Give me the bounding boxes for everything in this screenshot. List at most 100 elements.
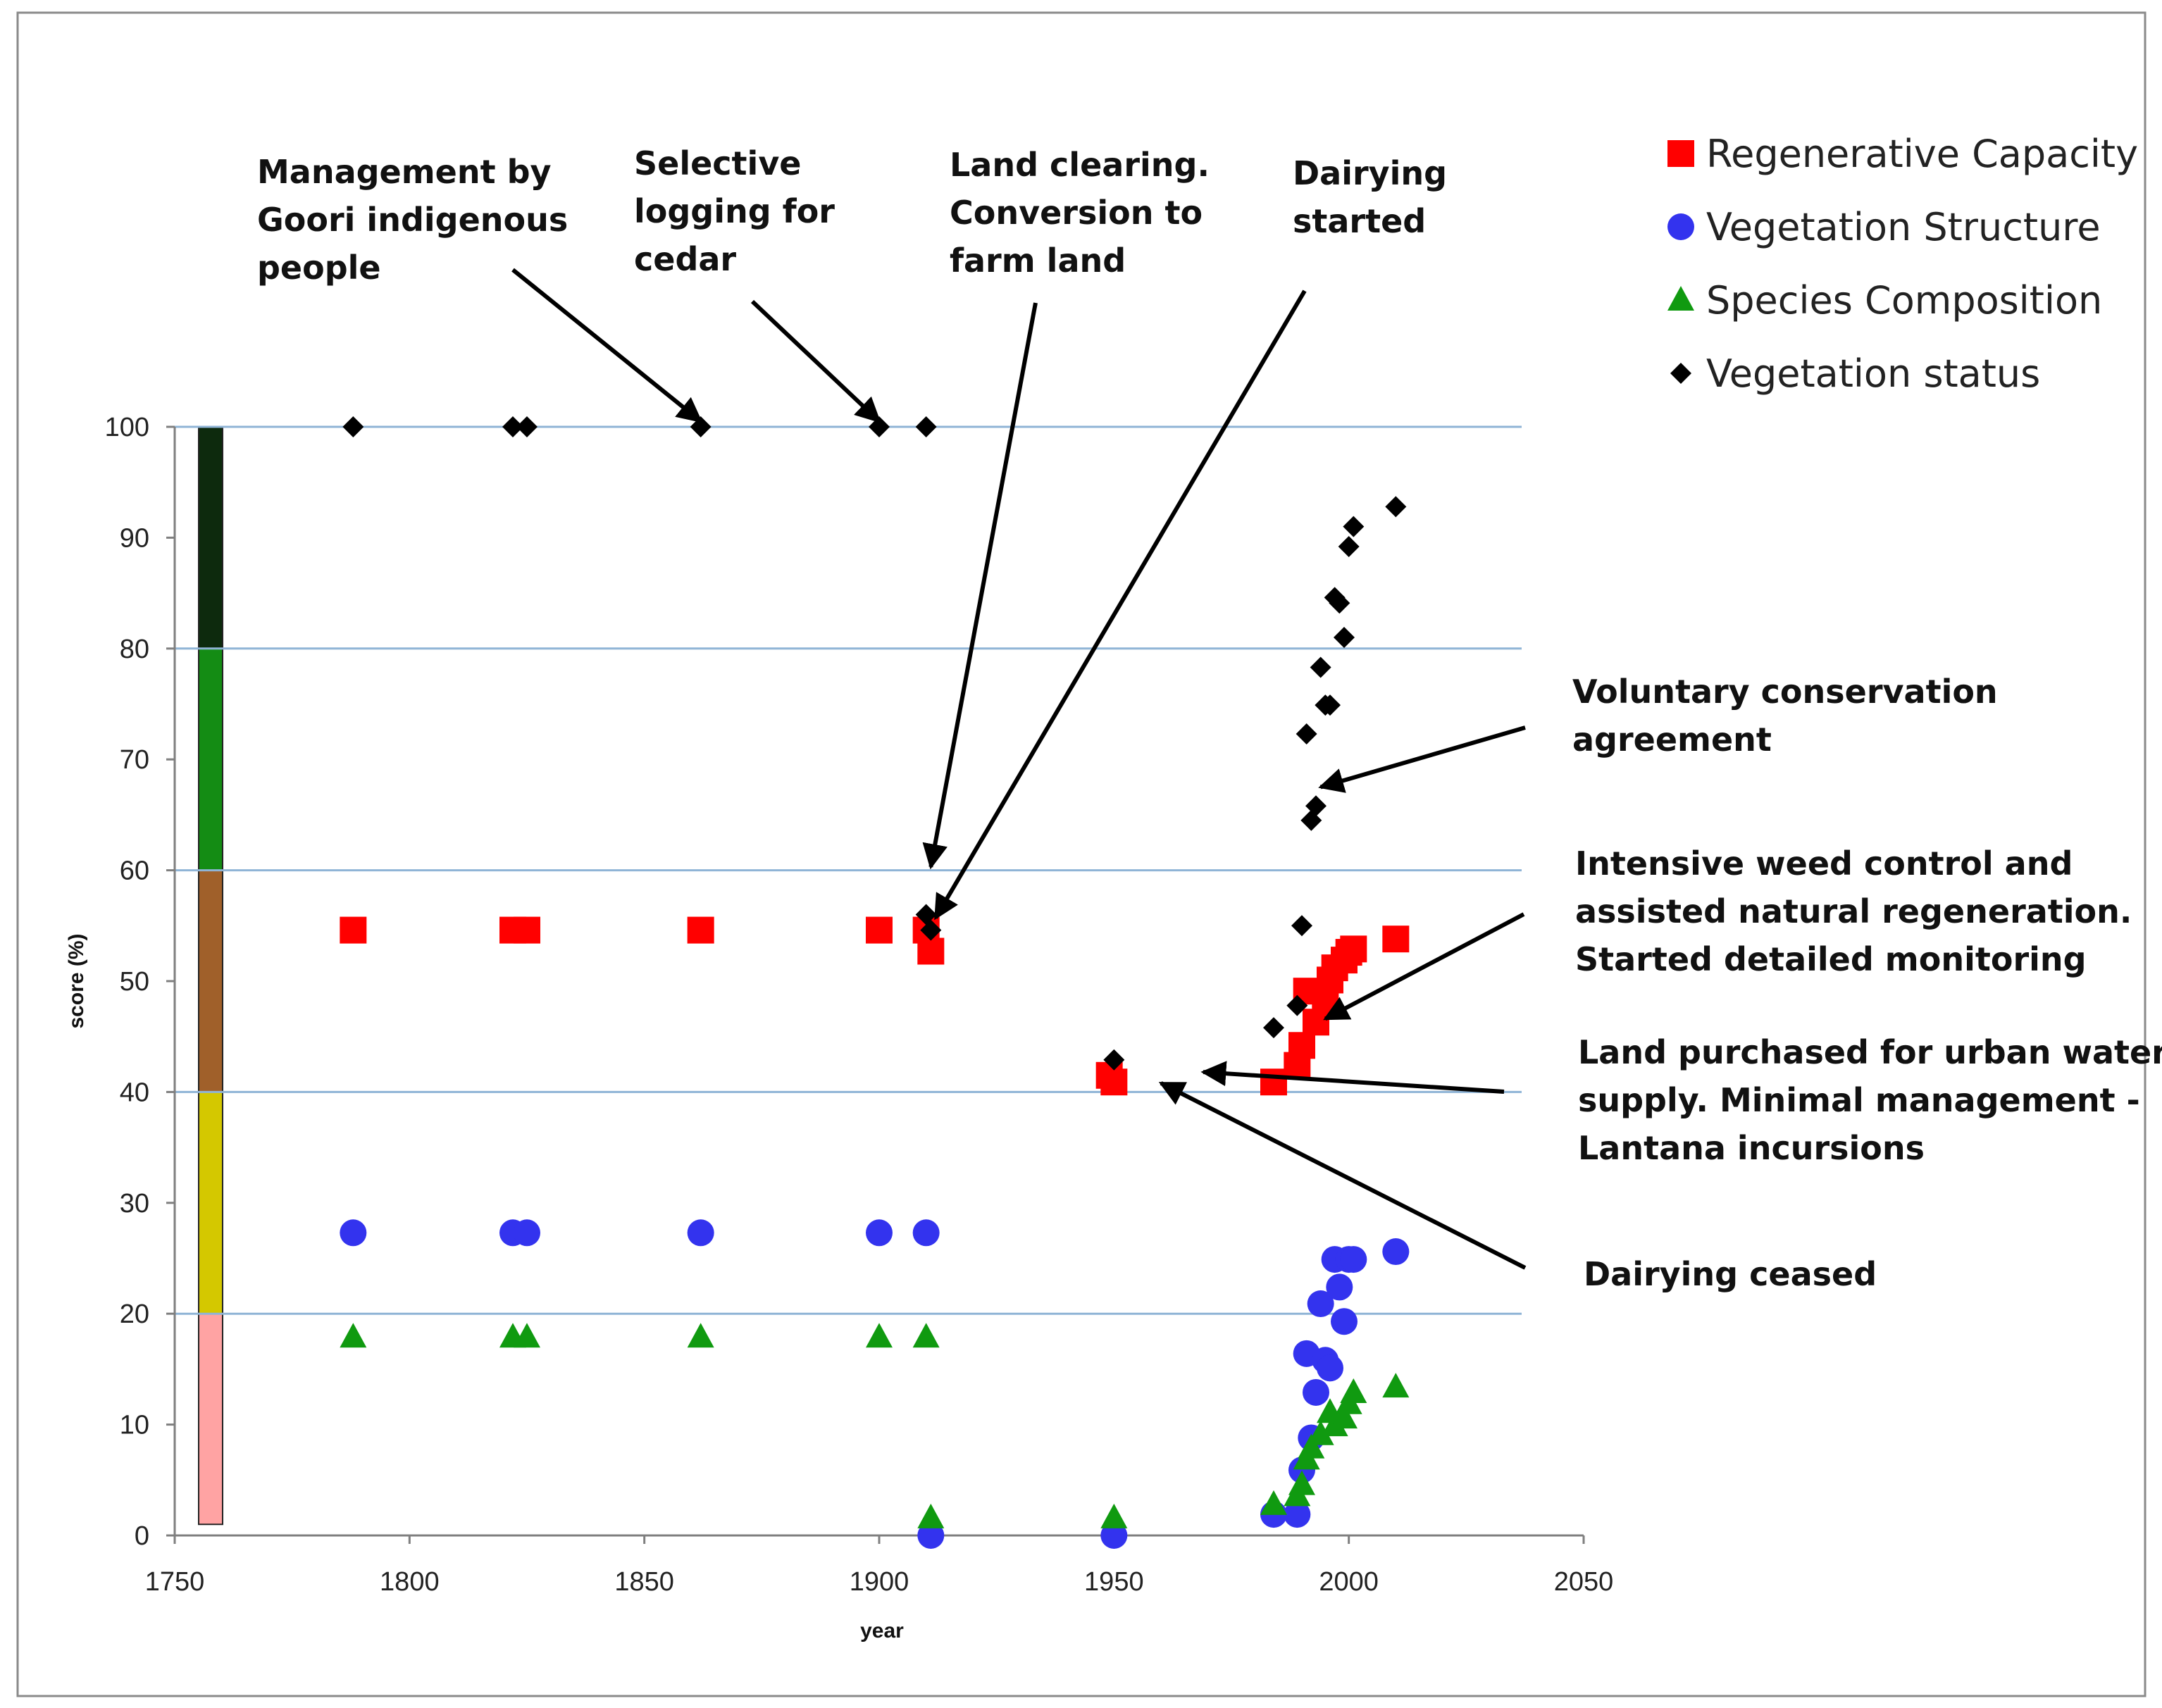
x-tick-label: 2000 (1319, 1567, 1379, 1597)
species-composition-point (912, 1323, 940, 1348)
x-tick-label: 2050 (1554, 1567, 1614, 1597)
annotation-arrow (1200, 1061, 1505, 1094)
annotation-line: assisted natural regeneration. (1575, 892, 2132, 930)
annotation-text: Land clearing. Conversion to farm land (950, 146, 1210, 280)
annotation-line: Started detailed monitoring (1575, 940, 2087, 978)
annotation-line: Lantana incursions (1578, 1129, 1925, 1167)
annotation-text: Land purchased for urban water supply. Mi… (1578, 1033, 2162, 1167)
vegetation-status-point (342, 416, 364, 437)
vegetation-status-point (915, 416, 937, 437)
vegetation-structure-point (866, 1219, 893, 1247)
annotation-1: Selective logging for cedar (634, 144, 881, 423)
y-tick-label: 70 (120, 745, 149, 775)
annotation-arrow (1318, 725, 1526, 793)
y-tick-label: 40 (120, 1078, 149, 1107)
x-tick-labels: 1750 1800 1850 1900 1950 2000 2050 (145, 1535, 1614, 1597)
vegetation-structure-point (917, 1522, 945, 1549)
regenerative-capacity-point (1288, 1032, 1315, 1059)
annotation-text: Voluntary conservation agreement (1572, 673, 1998, 759)
condition-band-2 (198, 869, 223, 1093)
annotation-line: started (1293, 202, 1426, 240)
annotation-0: Management by Goori indigenous people (257, 153, 703, 423)
vegetation-status-point (920, 919, 942, 941)
annotation-text: Dairying ceased (1584, 1255, 1877, 1293)
annotation-5: Intensive weed control and assisted natur… (1323, 844, 2132, 1021)
annotation-line: people (257, 249, 381, 287)
annotation-line: farm land (950, 242, 1126, 280)
vegetation-structure-point (1317, 1354, 1343, 1382)
x-axis-title: year (860, 1619, 904, 1642)
annotation-line: supply. Minimal management - (1578, 1081, 2140, 1119)
y-tick-label: 10 (120, 1411, 149, 1440)
series-species-composition (340, 1323, 1410, 1528)
vegetation-status-point (1338, 535, 1360, 557)
species-composition-point (866, 1323, 893, 1348)
annotation-line: Conversion to (950, 194, 1203, 232)
vegetation-status-point (1103, 1049, 1125, 1071)
regenerative-capacity-point (1382, 925, 1410, 953)
condition-band-3 (198, 647, 223, 871)
regenerative-capacity-point (1260, 1068, 1287, 1096)
annotation-line: agreement (1572, 721, 1772, 759)
annotation-line: Goori indigenous (257, 201, 568, 239)
series-vegetation-status (342, 416, 1407, 1071)
x-tick-label: 1950 (1084, 1567, 1144, 1597)
vegetation-status-point (1296, 723, 1317, 744)
legend: Regenerative Capacity Vegetation Structur… (1667, 132, 2138, 396)
species-composition-point (514, 1323, 540, 1348)
series-vegetation-structure (340, 1219, 1410, 1549)
condition-band-1 (198, 1091, 223, 1315)
annotation-arrow (1323, 912, 1525, 1021)
y-tick-label: 90 (120, 523, 149, 553)
vegetation-status-point (1319, 694, 1341, 716)
annotation-text: Selective logging for cedar (634, 144, 835, 278)
y-tick-label: 60 (120, 856, 149, 886)
legend-label: Species Composition (1706, 278, 2102, 323)
species-composition-point (1260, 1490, 1287, 1515)
vegetation-structure-point (1331, 1308, 1358, 1335)
annotation-arrow (1158, 1081, 1527, 1270)
species-composition-point (1340, 1378, 1367, 1403)
vegetation-status-point (1263, 1017, 1284, 1039)
condition-bands (198, 426, 223, 1526)
legend-marker-regenerative-capacity (1667, 140, 1694, 167)
regenerative-capacity-point (866, 916, 893, 944)
vegetation-structure-point (1340, 1246, 1367, 1273)
vegetation-structure-point (1284, 1501, 1311, 1528)
regenerative-capacity-point (687, 916, 714, 944)
species-composition-point (1331, 1404, 1358, 1429)
x-tick-label: 1850 (614, 1567, 674, 1597)
vegetation-status-point (1305, 795, 1327, 817)
y-tick-label: 0 (135, 1521, 149, 1551)
annotation-arrow (511, 268, 703, 423)
species-composition-point (687, 1323, 714, 1348)
x-tick-label: 1750 (145, 1567, 205, 1597)
y-axis-title: score (%) (65, 933, 88, 1028)
regenerative-capacity-point (1303, 1009, 1329, 1036)
annotation-6: Land purchased for urban water supply. Mi… (1200, 1033, 2162, 1167)
regenerative-capacity-point (917, 937, 945, 965)
legend-label: Regenerative Capacity (1706, 132, 2138, 176)
y-tick-label: 30 (120, 1189, 149, 1218)
vegetation-structure-point (1307, 1290, 1334, 1318)
species-composition-point (1100, 1503, 1128, 1528)
vegetation-structure-point (912, 1219, 940, 1247)
annotation-3: Dairying started (933, 154, 1447, 921)
legend-marker-vegetation-structure (1667, 213, 1694, 240)
legend-marker-vegetation-status (1670, 363, 1691, 384)
vegetation-structure-point (687, 1219, 714, 1247)
annotation-4: Voluntary conservation agreement (1318, 673, 1998, 793)
y-tick-label: 100 (105, 413, 149, 442)
annotation-arrow (922, 302, 1038, 870)
annotation-line: Dairying ceased (1584, 1255, 1877, 1293)
annotation-line: Selective (634, 144, 802, 182)
vegetation-structure-point (340, 1219, 367, 1247)
annotation-2: Land clearing. Conversion to farm land (922, 146, 1210, 870)
annotation-arrow (750, 299, 881, 423)
annotation-line: logging for (634, 192, 835, 230)
regenerative-capacity-point (1100, 1068, 1128, 1096)
annotation-line: Land purchased for urban water (1578, 1033, 2162, 1071)
species-composition-point (340, 1323, 367, 1348)
annotation-7: Dairying ceased (1158, 1081, 1877, 1293)
